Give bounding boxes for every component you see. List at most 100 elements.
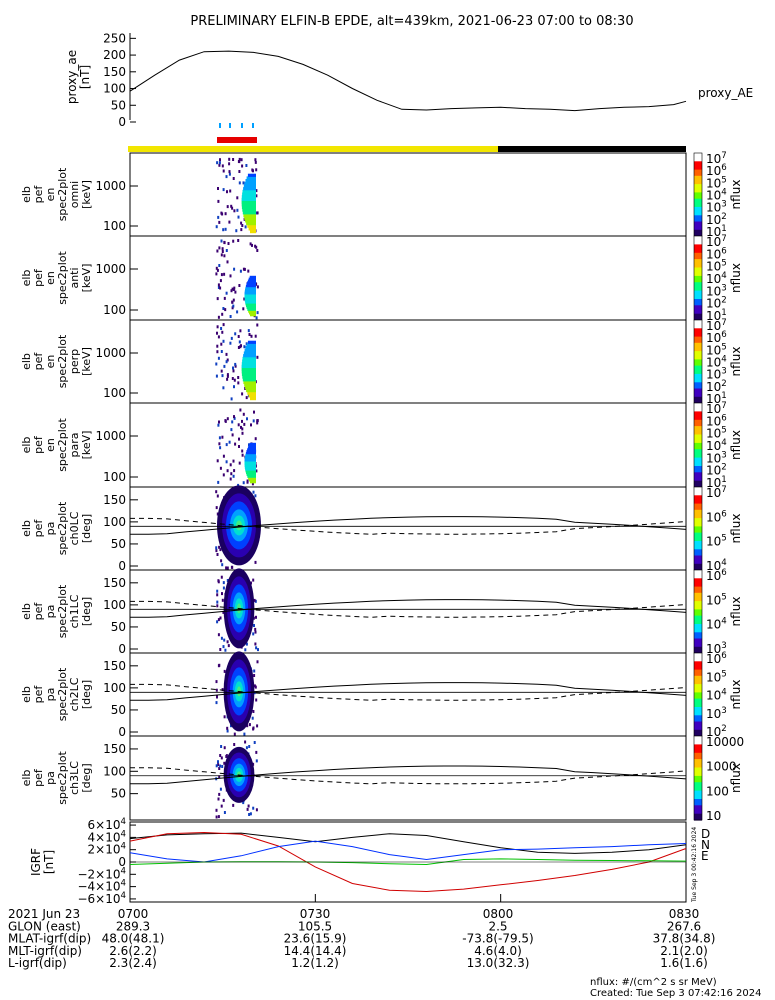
shadow-bar [498,146,686,152]
colorbar-segment [694,530,702,534]
spectrogram-pixel [237,381,240,385]
spectrogram-pixel [216,161,219,165]
panel-para: 1000100elbpefenspec2plotpara[keV]1071061… [20,401,743,490]
spectrogram-pixel [233,416,236,420]
loss-cone-line [130,765,687,785]
colorbar-label: nflux [729,180,743,210]
colorbar-segment [694,613,702,617]
spectrogram-pixel [241,224,244,227]
colorbar-segment [694,409,702,412]
spectrogram-pixel [242,211,256,215]
spectrogram-pixel [223,715,226,719]
ytick-label: 100 [103,386,126,400]
spectrogram-pixel [224,227,227,231]
colorbar-segment [694,223,702,227]
spectrogram-pixel [254,630,257,634]
colorbar-segment [694,709,702,712]
spectrogram-pixel [255,750,258,754]
spectrogram-pixel [245,451,256,455]
spectrogram-pixel [242,208,256,212]
spectrogram-pixel [226,190,228,194]
spectrogram-pixel [216,268,219,272]
colorbar-segment [694,528,702,532]
spectrogram-pixel [223,638,226,642]
spectrogram-pixel [253,624,255,627]
spectrogram-pixel [220,253,223,257]
spectrogram-pixel [220,745,223,748]
igrf-ytick-label: 0 [118,855,126,869]
spectrogram-pixel [245,164,248,167]
spectrogram-pixel [250,423,252,427]
colorbar-segment [694,574,702,577]
spectrogram-pixel [248,444,256,447]
spectrogram-pixel [256,311,259,315]
colorbar-segment [694,653,702,656]
spectrogram-pixel [256,419,259,423]
spectrogram-pixel [241,453,244,457]
ae-ytick-label: 250 [103,31,126,45]
colorbar-tick-label: 103 [706,706,727,721]
spectrogram-pixel [221,212,224,216]
colorbar-segment [694,286,702,290]
colorbar-segment [694,278,702,281]
colorbar-segment [694,601,702,604]
colorbar-segment [694,507,702,511]
spectrogram-pixel [246,480,249,484]
spectrogram-pixel [217,664,220,668]
colorbar-segment [694,184,702,187]
ytick-label: 1000 [95,179,126,193]
spectrogram-pixel [215,808,218,812]
spectrogram-pixel [241,427,244,431]
spectrogram-pixel [221,592,223,596]
colorbar-segment [694,353,702,356]
spectrogram-pixel [237,483,240,487]
colorbar-segment [694,524,702,528]
colorbar-segment [694,380,702,383]
spectrogram-pixel [226,729,229,733]
side-stamp: Tue Sep 3 00:42:16 2024 [691,827,698,903]
spectrogram-pixel [238,170,241,173]
colorbar-segment [694,474,702,478]
colorbar-tick-label: 103 [706,283,727,298]
colorbar-segment [694,731,702,735]
spectrogram-pixel [216,331,218,335]
spectrogram-pixel [244,292,256,295]
colorbar-segment [694,505,702,509]
spectrogram-pixel [223,761,226,765]
colorbar-segment [694,775,702,779]
science-zone-bar [217,137,257,143]
colorbar-segment [694,351,702,354]
ytick-label: 50 [111,787,126,801]
spectrogram-pixel [228,157,231,161]
colorbar-tick-label: 100 [706,784,729,798]
colorbar-segment [694,534,702,538]
colorbar-segment [694,763,702,766]
spectrogram-pixel [244,462,256,466]
colorbar-segment [694,373,702,377]
spectrogram-pixel [220,273,223,277]
spectrogram-pixel [256,421,259,425]
spectrogram-pixel [236,196,239,200]
ytick-label: 50 [111,703,126,717]
colorbar-segment [694,426,702,429]
spectrogram-pixel [226,377,229,381]
colorbar-segment [694,771,702,775]
colorbar-segment [694,421,702,425]
spectrogram-pixel [215,688,218,692]
spectrogram-pixel [245,346,256,350]
colorbar-segment [694,765,702,769]
spectrogram-pixel [247,475,256,478]
spectrogram-pixel [233,209,236,213]
spectrogram-pixel [223,296,226,300]
spectrogram-pixel [217,187,219,190]
colorbar-segment [694,538,702,542]
colorbar-segment [694,489,702,492]
colorbar-segment [694,561,702,565]
colorbar-segment [694,794,702,798]
panel-frame [129,652,687,737]
spectrogram-pixel [236,208,239,212]
spectrogram-pixel [223,240,226,244]
spectrogram-pixel [240,344,242,348]
spectrogram-pixel [245,642,248,646]
spectrogram-pixel [216,600,219,604]
